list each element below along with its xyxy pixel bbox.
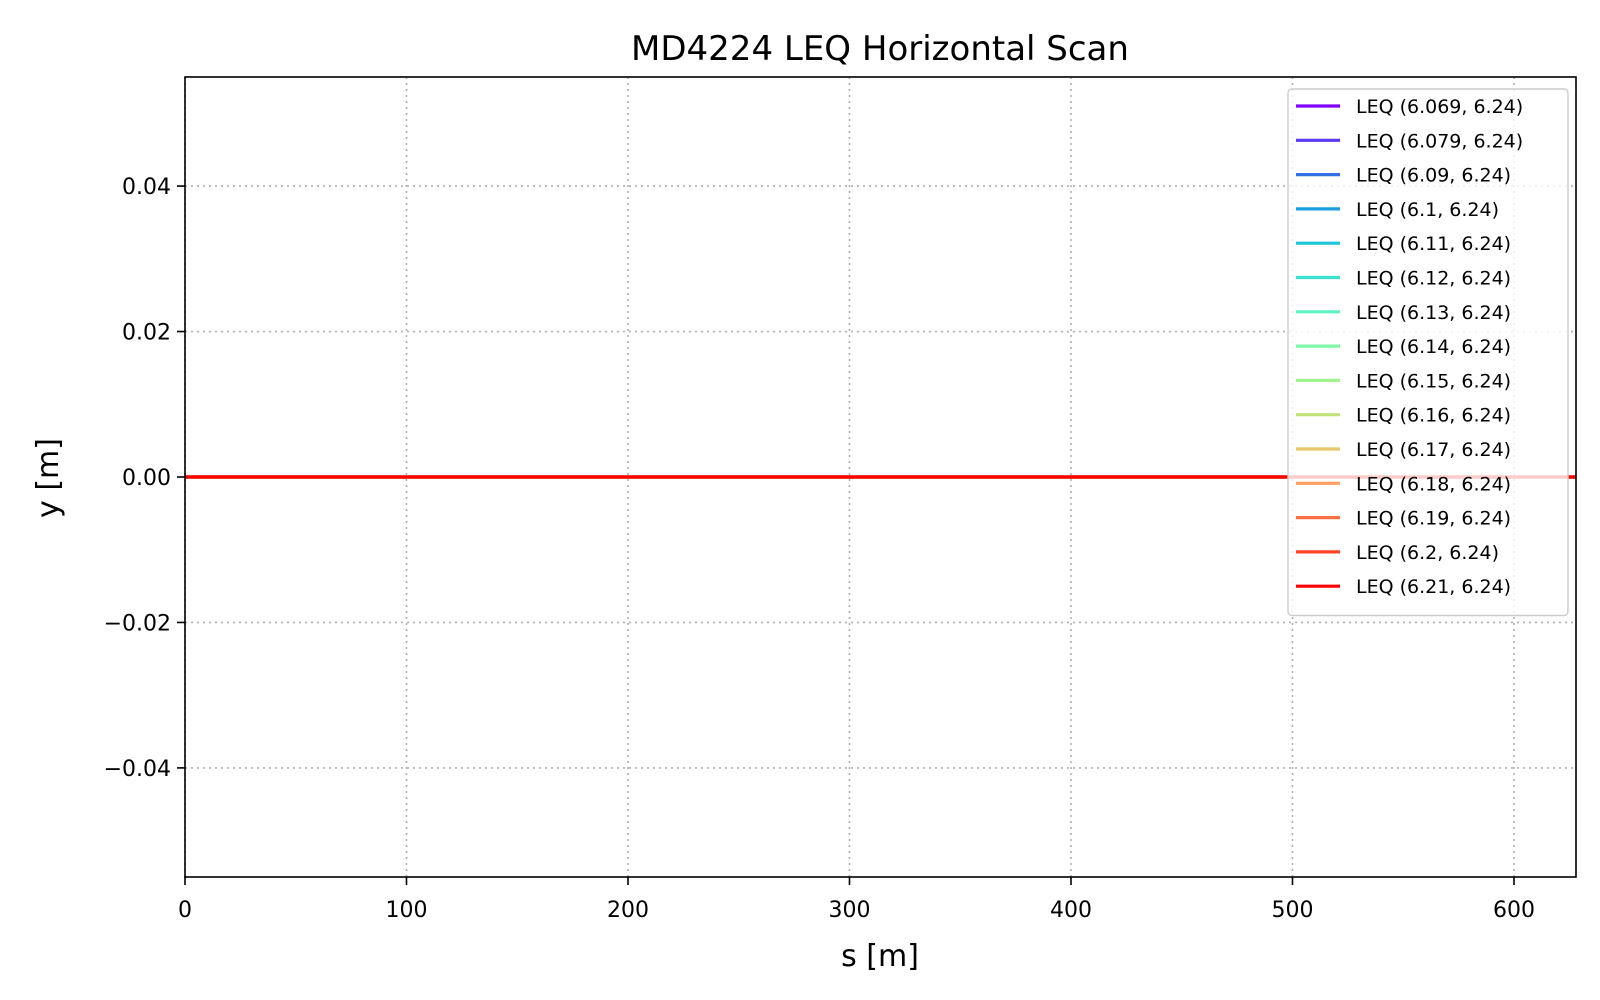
y-tick-label: −0.04	[104, 757, 171, 782]
legend-entry-label: LEQ (6.12, 6.24)	[1356, 268, 1511, 290]
x-tick-label: 600	[1493, 898, 1535, 923]
x-axis-label: s [m]	[841, 939, 919, 974]
y-tick-label: 0.02	[122, 321, 171, 346]
x-tick-label: 400	[1050, 898, 1092, 923]
legend-entry-label: LEQ (6.2, 6.24)	[1356, 542, 1499, 564]
y-tick-label: 0.00	[122, 466, 171, 491]
y-axis: −0.04 −0.02 0.00 0.02 0.04	[104, 175, 185, 782]
legend-entry-label: LEQ (6.13, 6.24)	[1356, 302, 1511, 324]
legend-entry-label: LEQ (6.079, 6.24)	[1356, 130, 1523, 152]
y-tick-label: −0.02	[104, 611, 171, 636]
legend-entry-label: LEQ (6.14, 6.24)	[1356, 336, 1511, 358]
legend-entry-label: LEQ (6.09, 6.24)	[1356, 165, 1511, 187]
legend-box	[1287, 88, 1569, 617]
x-tick-label: 300	[828, 898, 870, 923]
y-tick-label: 0.04	[122, 175, 171, 200]
legend-entry-label: LEQ (6.19, 6.24)	[1356, 508, 1511, 530]
x-axis: 0 100 200 300 400 500 600	[178, 877, 1535, 923]
legend-entry-label: LEQ (6.069, 6.24)	[1356, 96, 1523, 118]
y-axis-label: y [m]	[31, 438, 66, 518]
legend-entry-label: LEQ (6.16, 6.24)	[1356, 405, 1511, 427]
x-tick-label: 100	[385, 898, 427, 923]
x-tick-label: 200	[607, 898, 649, 923]
legend-entry-label: LEQ (6.21, 6.24)	[1356, 576, 1511, 598]
chart-title: MD4224 LEQ Horizontal Scan	[631, 29, 1129, 69]
legend-entry-label: LEQ (6.18, 6.24)	[1356, 473, 1511, 495]
legend-entry-label: LEQ (6.15, 6.24)	[1356, 370, 1511, 392]
legend-entry-label: LEQ (6.1, 6.24)	[1356, 199, 1499, 221]
legend-entry-label: LEQ (6.11, 6.24)	[1356, 233, 1511, 255]
legend: LEQ (6.069, 6.24) LEQ (6.079, 6.24) LEQ (6…	[1287, 88, 1569, 617]
legend-entry-label: LEQ (6.17, 6.24)	[1356, 439, 1511, 461]
x-tick-label: 0	[178, 898, 192, 923]
x-tick-label: 500	[1271, 898, 1313, 923]
